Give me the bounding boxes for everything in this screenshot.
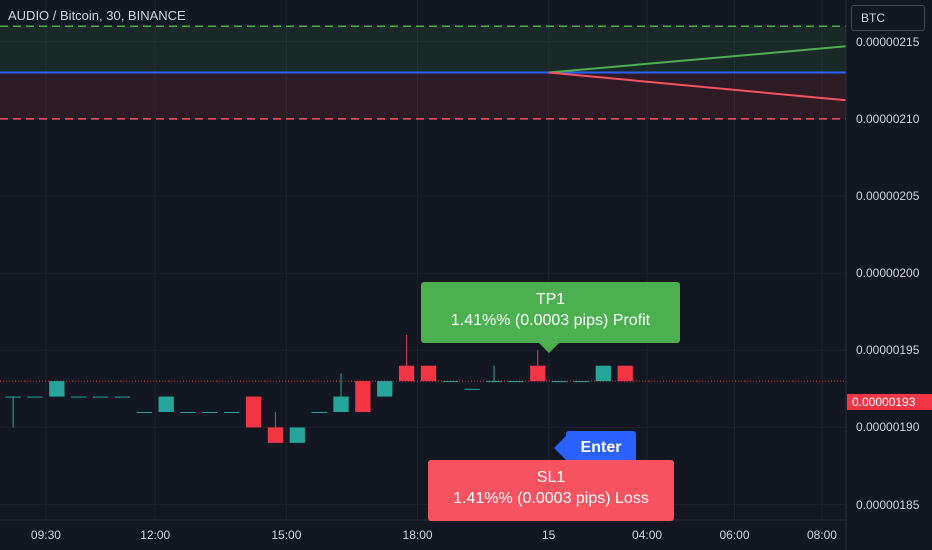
y-tick-label-1: 0.00000210 (856, 111, 920, 126)
candle-body-9 (202, 411, 218, 413)
candle-body-21 (464, 388, 480, 390)
candle-body-4 (92, 396, 109, 398)
x-tick-label-2: 15:00 (271, 528, 302, 542)
candle-body-18 (398, 365, 415, 382)
candle-body-27 (595, 365, 611, 382)
sl-detail: 1.41%% (0.0003 pips) Loss (453, 490, 649, 507)
candle-body-28 (617, 365, 633, 382)
profit-zone (0, 26, 846, 73)
candle-body-0 (5, 396, 21, 398)
position-zones (0, 25, 847, 382)
candle-body-20 (442, 381, 458, 383)
candle-body-15 (333, 396, 349, 412)
y-tick-label-6: 0.00000185 (856, 497, 920, 512)
candle-body-16 (355, 381, 371, 412)
y-tick-label-3: 0.00000200 (856, 266, 920, 281)
x-tick-label-6: 06:00 (719, 528, 750, 542)
candle-body-1 (27, 396, 43, 398)
candle-body-6 (136, 411, 152, 413)
stop-loss-label: SL1 1.41%% (0.0003 pips) Loss (428, 460, 674, 521)
x-tick-label-4: 15 (542, 528, 556, 542)
x-tick-label-1: 12:00 (140, 528, 171, 542)
candle-body-8 (180, 411, 196, 413)
y-tick-label-4: 0.00000195 (856, 343, 920, 358)
loss-zone (0, 72, 846, 119)
candle-body-24 (530, 365, 546, 382)
take-profit-label: TP1 1.41%% (0.0003 pips) Profit (421, 282, 680, 353)
candle-body-25 (551, 381, 568, 383)
candle-body-22 (486, 381, 502, 383)
candle-body-2 (49, 381, 65, 397)
x-tick-label-5: 04:00 (632, 528, 663, 542)
tp-title: TP1 (535, 291, 566, 308)
y-tick-label-2: 0.00000205 (856, 188, 920, 203)
candle-body-5 (114, 396, 131, 398)
x-tick-label-7: 08:00 (806, 528, 837, 542)
candle-body-13 (289, 427, 305, 443)
currency-button[interactable]: BTC (851, 5, 925, 31)
candle-body-17 (377, 381, 393, 397)
sl-title: SL1 (536, 469, 566, 486)
candle-body-3 (71, 396, 87, 398)
y-tick-label-0: 0.00000215 (856, 34, 920, 49)
candle-body-7 (158, 396, 174, 412)
tp-detail: 1.41%% (0.0003 pips) Profit (450, 312, 651, 329)
candle-body-12 (267, 427, 284, 443)
sl-projection-line (548, 71, 847, 102)
candle-body-10 (224, 411, 240, 413)
candle-body-26 (573, 381, 590, 383)
candle-body-14 (311, 411, 327, 413)
enter-label: Enter (554, 431, 636, 465)
candle-body-19 (420, 365, 437, 382)
symbol-title: AUDIO / Bitcoin, 30, BINANCE (8, 8, 186, 23)
tp-projection-line (548, 45, 847, 74)
candles (5, 334, 633, 443)
x-tick-label-3: 18:00 (402, 528, 433, 542)
candle-body-23 (508, 381, 524, 383)
x-tick-label-0: 09:30 (30, 528, 61, 542)
candle-body-11 (245, 396, 262, 428)
y-tick-label-5: 0.00000190 (856, 420, 920, 435)
current-price-badge: 0.00000193 (847, 394, 932, 410)
